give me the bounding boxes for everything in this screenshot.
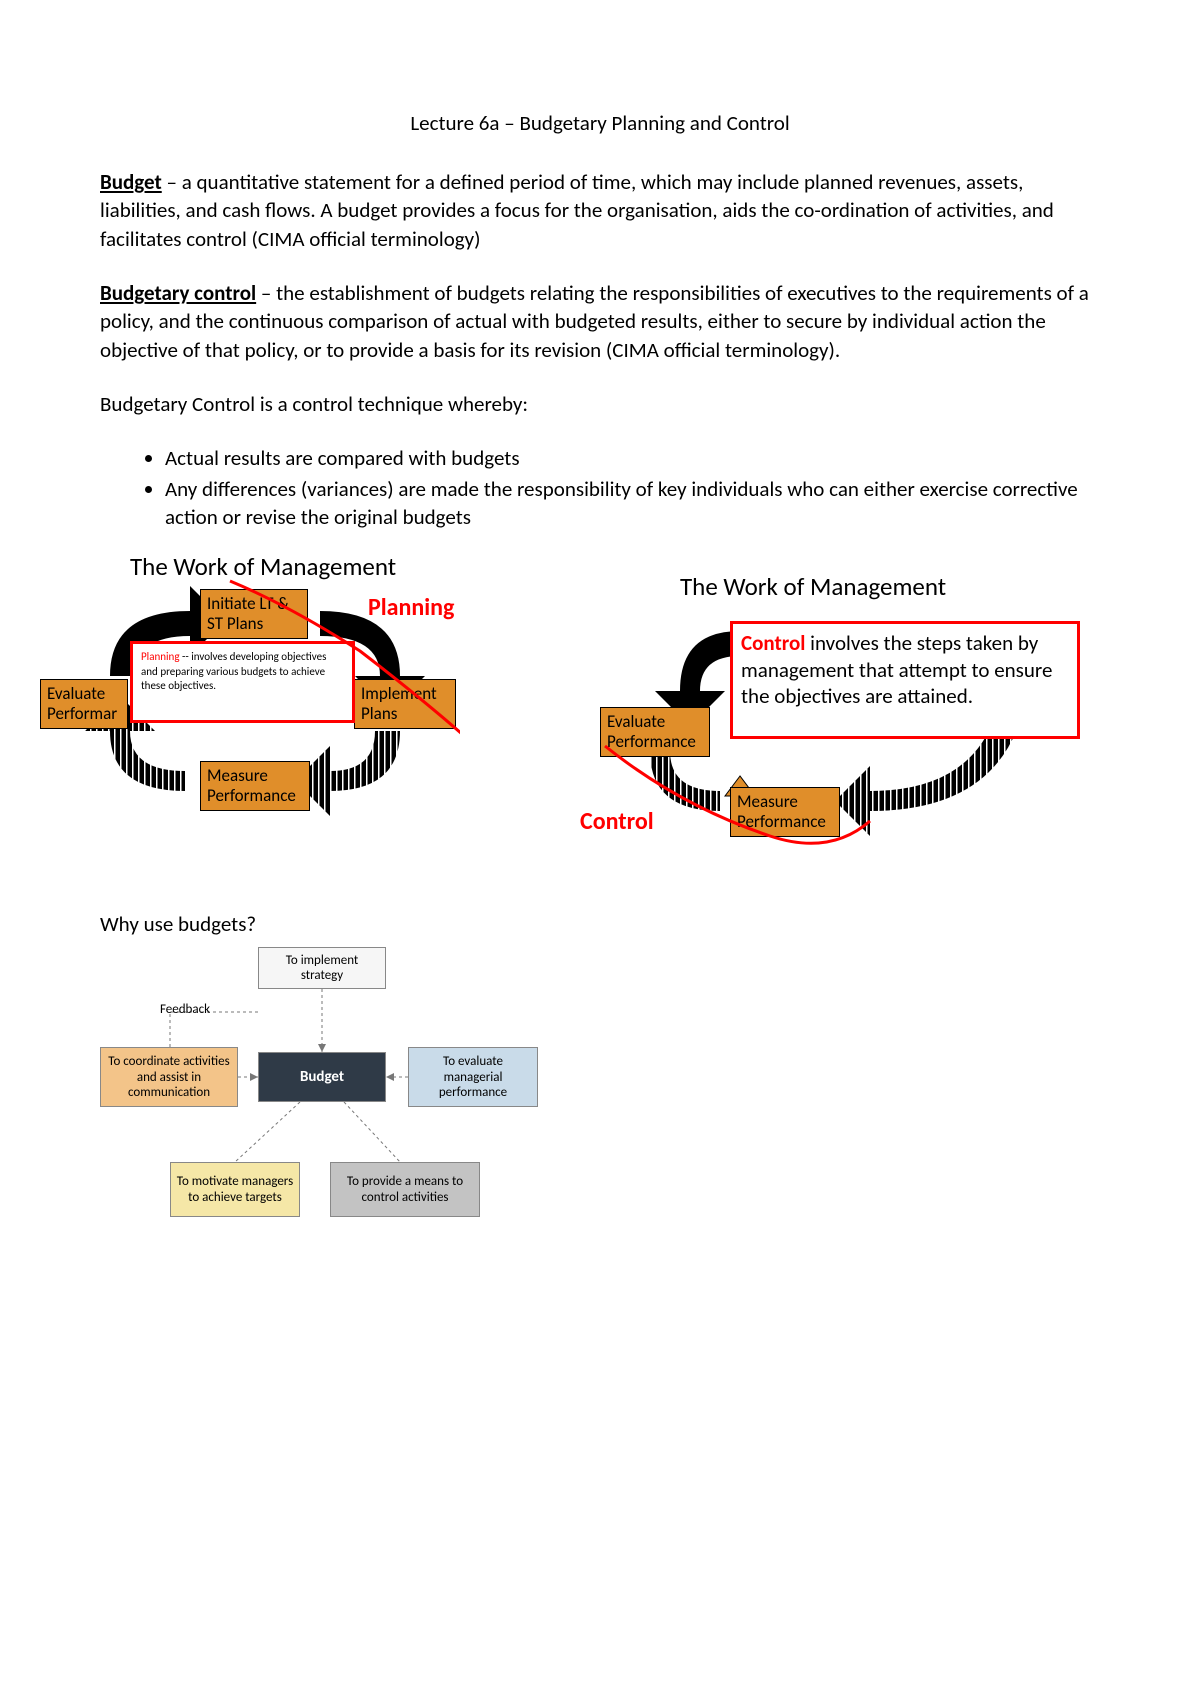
planning-label: Planning	[368, 593, 454, 622]
control-callout: Control involves the steps taken by mana…	[730, 621, 1080, 739]
box-implement-plans: Implement Plans	[354, 679, 456, 728]
term-budget: Budget	[100, 169, 162, 195]
why-heading: Why use budgets?	[100, 911, 1100, 937]
page-title: Lecture 6a – Budgetary Planning and Cont…	[100, 110, 1100, 136]
why-feedback-label: Feedback	[160, 1002, 210, 1017]
term-budgetary-control: Budgetary control	[100, 280, 256, 306]
para-whereby: Budgetary Control is a control technique…	[100, 390, 1100, 418]
bullet-item: Actual results are compared with budgets	[165, 444, 1100, 472]
text-budget: – a quantitative statement for a defined…	[100, 169, 1054, 252]
why-box-bottom-right: To provide a means to control activities	[330, 1162, 480, 1217]
box-initiate-plans: Initiate LT & ST Plans	[200, 589, 308, 638]
wom-right-diagram: The Work of Management Evaluate Performa…	[600, 571, 1100, 871]
box-evaluate-performance: Evaluate Performar	[40, 679, 128, 728]
why-box-bottom-left: To motivate managers to achieve targets	[170, 1162, 300, 1217]
para-budgetary-control: Budgetary control – the establishment of…	[100, 279, 1100, 364]
wom-left-diagram: The Work of Management Initiate LT & ST …	[100, 551, 600, 851]
planning-callout: Planning -- involves developing objectiv…	[130, 641, 355, 723]
bullet-item: Any differences (variances) are made the…	[165, 475, 1100, 532]
planning-callout-word: Planning	[141, 650, 180, 663]
para-budget: Budget – a quantitative statement for a …	[100, 168, 1100, 253]
box-measure-performance-r: Measure Performance	[730, 787, 840, 836]
box-evaluate-performance-r: Evaluate Performance	[600, 707, 710, 756]
wom-left-title: The Work of Management	[130, 551, 396, 582]
control-label: Control	[580, 807, 654, 836]
why-box-left: To coordinate activities and assist in c…	[100, 1047, 238, 1107]
control-callout-word: Control	[741, 630, 805, 656]
work-of-management-diagrams: The Work of Management Initiate LT & ST …	[100, 551, 1100, 851]
why-box-top: To implement strategy	[258, 947, 386, 989]
why-connectors	[100, 947, 570, 1267]
why-diagram: Feedback To implement strategy To coordi…	[100, 947, 570, 1267]
wom-right-title: The Work of Management	[680, 571, 946, 602]
why-box-right: To evaluate managerial performance	[408, 1047, 538, 1107]
bullet-list: Actual results are compared with budgets…	[165, 444, 1100, 531]
box-measure-performance: Measure Performance	[200, 761, 310, 810]
why-box-center: Budget	[258, 1052, 386, 1102]
